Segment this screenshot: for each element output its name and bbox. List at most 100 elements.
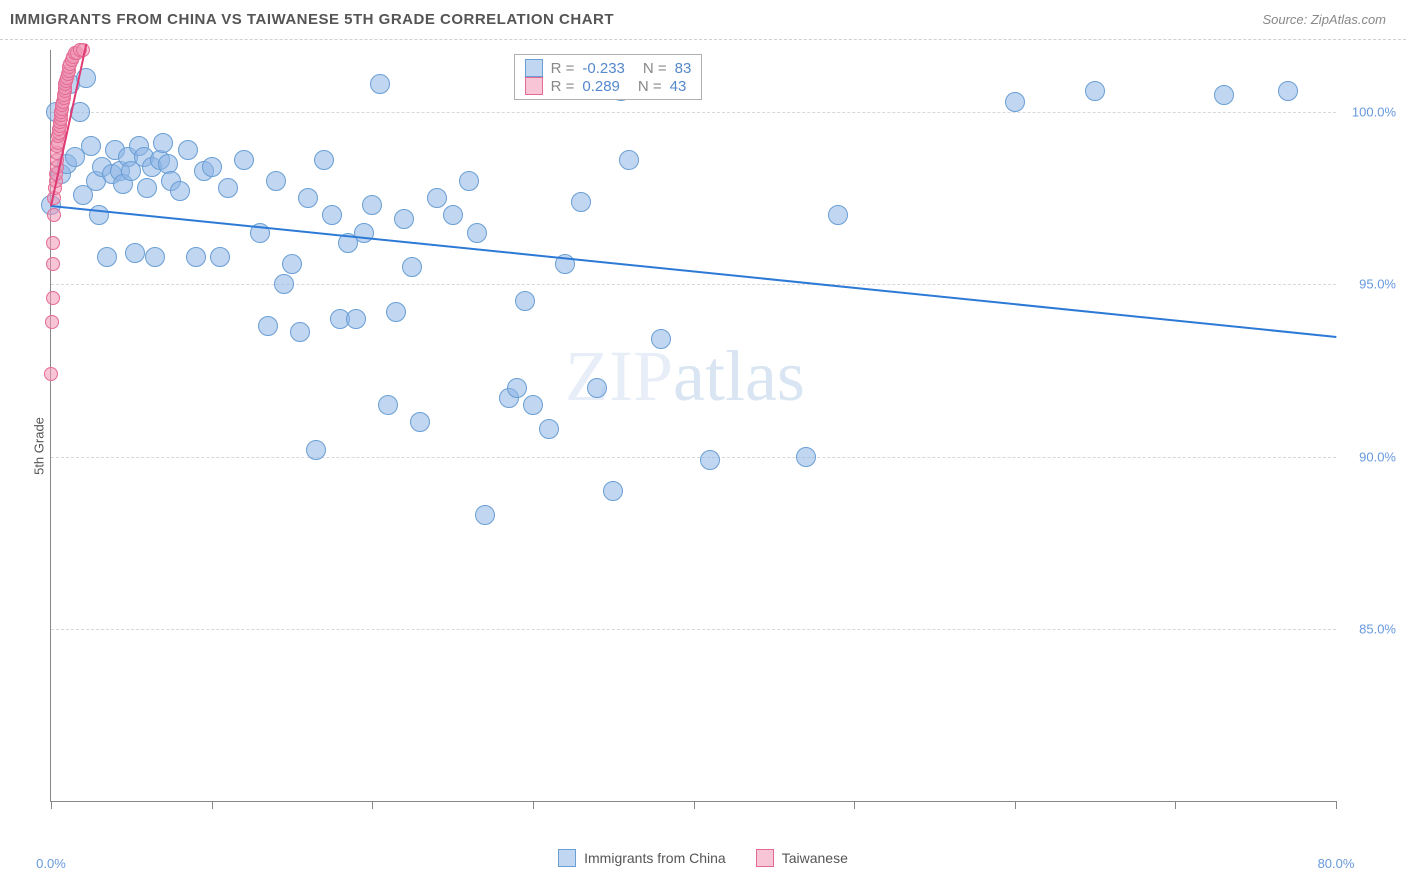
scatter-point [507, 378, 527, 398]
scatter-point [571, 192, 591, 212]
scatter-point [386, 302, 406, 322]
scatter-point [467, 223, 487, 243]
scatter-point [44, 367, 58, 381]
scatter-point [306, 440, 326, 460]
x-tick [212, 801, 213, 809]
n-value: 43 [670, 78, 687, 95]
chart-title: IMMIGRANTS FROM CHINA VS TAIWANESE 5TH G… [10, 11, 614, 28]
x-tick [854, 801, 855, 809]
r-label: R = [551, 78, 575, 95]
chart-header: IMMIGRANTS FROM CHINA VS TAIWANESE 5TH G… [0, 0, 1406, 40]
scatter-point [137, 178, 157, 198]
scatter-point [700, 450, 720, 470]
scatter-point [410, 412, 430, 432]
scatter-point [282, 254, 302, 274]
x-tick [1015, 801, 1016, 809]
x-tick [1336, 801, 1337, 809]
watermark: ZIPatlas [565, 335, 805, 418]
gridline-horizontal [51, 112, 1336, 113]
scatter-point [290, 322, 310, 342]
y-tick-label: 95.0% [1359, 277, 1396, 292]
scatter-point [81, 136, 101, 156]
x-tick [694, 801, 695, 809]
scatter-point [145, 247, 165, 267]
correlation-legend-row: R = 0.289 N = 43 [525, 77, 692, 95]
scatter-point [1005, 92, 1025, 112]
scatter-point [394, 209, 414, 229]
r-value: -0.233 [582, 60, 625, 77]
n-label: N = [643, 60, 667, 77]
scatter-point [266, 171, 286, 191]
scatter-point [587, 378, 607, 398]
correlation-legend: R =-0.233N =83R =0.289N =43 [514, 54, 703, 100]
scatter-point [47, 208, 61, 222]
x-tick [533, 801, 534, 809]
scatter-point [202, 157, 222, 177]
scatter-point [459, 171, 479, 191]
plot-area: ZIPatlas 85.0%90.0%95.0%100.0%0.0%80.0%R… [50, 50, 1336, 802]
scatter-point [443, 205, 463, 225]
scatter-point [346, 309, 366, 329]
gridline-horizontal [51, 284, 1336, 285]
scatter-point [619, 150, 639, 170]
y-tick-label: 90.0% [1359, 449, 1396, 464]
scatter-point [515, 291, 535, 311]
scatter-point [186, 247, 206, 267]
scatter-point [178, 140, 198, 160]
trend-line [51, 205, 1336, 338]
x-tick [51, 801, 52, 809]
scatter-point [210, 247, 230, 267]
scatter-point [651, 329, 671, 349]
scatter-point [258, 316, 278, 336]
x-tick [1175, 801, 1176, 809]
scatter-point [45, 315, 59, 329]
gridline-horizontal [51, 629, 1336, 630]
scatter-point [1085, 81, 1105, 101]
scatter-point [539, 419, 559, 439]
legend-bottom: Immigrants from China Taiwanese [0, 849, 1406, 867]
r-label: R = [551, 60, 575, 77]
scatter-point [603, 481, 623, 501]
legend-item: Immigrants from China [558, 849, 726, 867]
correlation-legend-row: R = -0.233 N = 83 [525, 59, 692, 77]
legend-label: Immigrants from China [584, 850, 726, 866]
gridline-horizontal [51, 457, 1336, 458]
x-tick [372, 801, 373, 809]
scatter-point [427, 188, 447, 208]
scatter-point [298, 188, 318, 208]
scatter-point [46, 257, 60, 271]
n-value: 83 [675, 60, 692, 77]
scatter-point [475, 505, 495, 525]
legend-label: Taiwanese [782, 850, 848, 866]
scatter-point [274, 274, 294, 294]
source-credit: Source: ZipAtlas.com [1262, 12, 1386, 27]
scatter-point [218, 178, 238, 198]
scatter-point [153, 133, 173, 153]
y-tick-label: 100.0% [1352, 105, 1396, 120]
scatter-point [97, 247, 117, 267]
legend-swatch [756, 849, 774, 867]
scatter-point [234, 150, 254, 170]
scatter-point [370, 74, 390, 94]
scatter-point [523, 395, 543, 415]
scatter-point [170, 181, 190, 201]
scatter-point [362, 195, 382, 215]
scatter-point [796, 447, 816, 467]
scatter-point [378, 395, 398, 415]
n-label: N = [638, 78, 662, 95]
legend-swatch [525, 59, 543, 77]
legend-item: Taiwanese [756, 849, 848, 867]
scatter-point [1214, 85, 1234, 105]
scatter-point [402, 257, 422, 277]
scatter-point [125, 243, 145, 263]
scatter-point [1278, 81, 1298, 101]
scatter-point [828, 205, 848, 225]
y-axis-label: 5th Grade [31, 417, 46, 475]
scatter-point [46, 236, 60, 250]
y-tick-label: 85.0% [1359, 621, 1396, 636]
legend-swatch [525, 77, 543, 95]
r-value: 0.289 [582, 78, 620, 95]
legend-swatch [558, 849, 576, 867]
scatter-point [46, 291, 60, 305]
scatter-point [322, 205, 342, 225]
